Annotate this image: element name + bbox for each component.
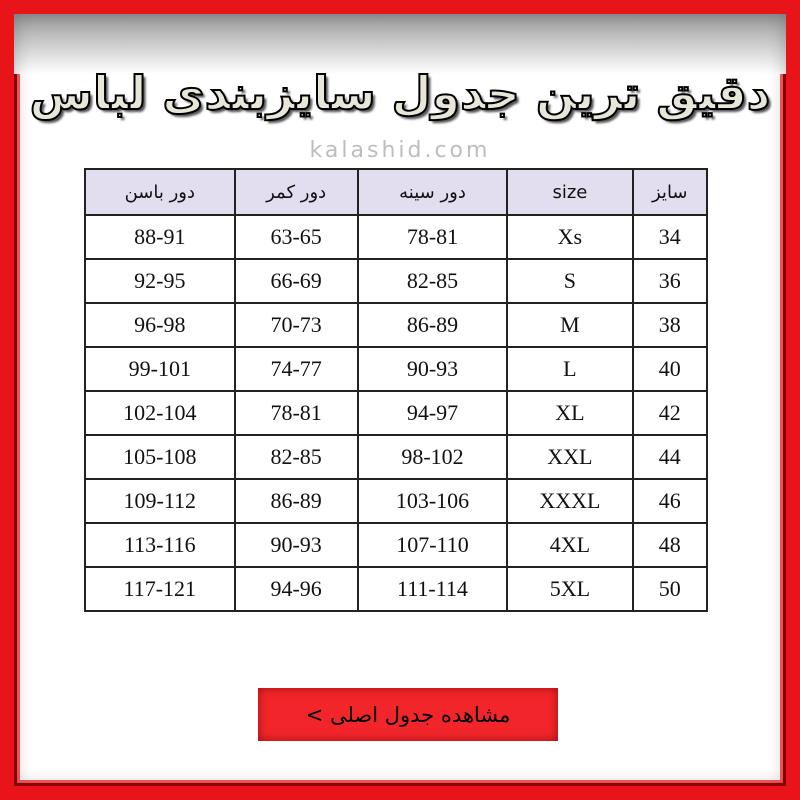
table-cell: 44	[631, 434, 709, 480]
table-cell: 103-106	[356, 478, 509, 524]
table-cell: 86-89	[233, 478, 359, 524]
table-cell: 99-101	[84, 346, 236, 392]
table-cell: 78-81	[233, 390, 359, 436]
column-header: size	[506, 168, 634, 216]
table-cell: 42	[631, 390, 709, 436]
table-row: 38 M 86-89 70-73 96-98	[84, 302, 709, 348]
table-cell: 63-65	[233, 214, 359, 260]
table-cell: M	[506, 302, 634, 348]
table-cell: 86-89	[356, 302, 509, 348]
table-cell: 98-102	[356, 434, 509, 480]
table-cell: 38	[631, 302, 709, 348]
table-cell: S	[506, 258, 634, 304]
column-header: دور سینه	[356, 168, 509, 216]
table-header-row: سایز size دور سینه دور کمر دور باسن	[84, 168, 709, 216]
table-row: 46 XXXL 103-106 86-89 109-112	[84, 478, 709, 524]
table-cell: XXXL	[506, 478, 634, 524]
table-cell: 90-93	[356, 346, 509, 392]
table-row: 50 5XL 111-114 94-96 117-121	[84, 566, 709, 612]
table-cell: 94-97	[356, 390, 509, 436]
column-header: دور کمر	[233, 168, 359, 216]
table-cell: 107-110	[356, 522, 509, 568]
table-row: 36 S 82-85 66-69 92-95	[84, 258, 709, 304]
table-cell: 105-108	[84, 434, 236, 480]
table-cell: 46	[631, 478, 709, 524]
table-cell: 40	[631, 346, 709, 392]
button-label: مشاهده جدول اصلی >	[305, 702, 511, 727]
table-cell: 50	[631, 566, 709, 612]
table-cell: L	[506, 346, 634, 392]
page-title: دقیق ترین جدول سایزبندی لباس	[29, 65, 772, 121]
table-cell: 90-93	[233, 522, 359, 568]
table-cell: 109-112	[84, 478, 236, 524]
table-cell: 117-121	[84, 566, 236, 612]
table-cell: 70-73	[233, 302, 359, 348]
table-cell: 96-98	[84, 302, 236, 348]
table-cell: XXL	[506, 434, 634, 480]
table-cell: 48	[631, 522, 709, 568]
watermark: kalashid.com	[309, 138, 491, 163]
column-header: سایز	[631, 168, 709, 216]
table-cell: 4XL	[506, 522, 634, 568]
table-cell: 102-104	[84, 390, 236, 436]
table-cell: 66-69	[233, 258, 359, 304]
table-cell: 82-85	[233, 434, 359, 480]
table-cell: 36	[631, 258, 709, 304]
table-cell: 113-116	[84, 522, 236, 568]
table-row: 42 XL 94-97 78-81 102-104	[84, 390, 709, 436]
table-cell: 34	[631, 214, 709, 260]
table-cell: 5XL	[506, 566, 634, 612]
table-row: 34 Xs 78-81 63-65 88-91	[84, 214, 709, 260]
table-cell: 111-114	[356, 566, 509, 612]
table-cell: 82-85	[356, 258, 509, 304]
table-cell: 78-81	[356, 214, 509, 260]
column-header: دور باسن	[84, 168, 236, 216]
table-cell: XL	[506, 390, 634, 436]
table-cell: 88-91	[84, 214, 236, 260]
table-cell: 74-77	[233, 346, 359, 392]
table-row: 48 4XL 107-110 90-93 113-116	[84, 522, 709, 568]
table-row: 44 XXL 98-102 82-85 105-108	[84, 434, 709, 480]
view-original-table-button[interactable]: مشاهده جدول اصلی >	[258, 688, 558, 741]
table-row: 40 L 90-93 74-77 99-101	[84, 346, 709, 392]
table-cell: 92-95	[84, 258, 236, 304]
size-table: سایز size دور سینه دور کمر دور باسن 34 Xs 78-8…	[84, 168, 709, 612]
table-cell: 94-96	[233, 566, 359, 612]
table-cell: Xs	[506, 214, 634, 260]
